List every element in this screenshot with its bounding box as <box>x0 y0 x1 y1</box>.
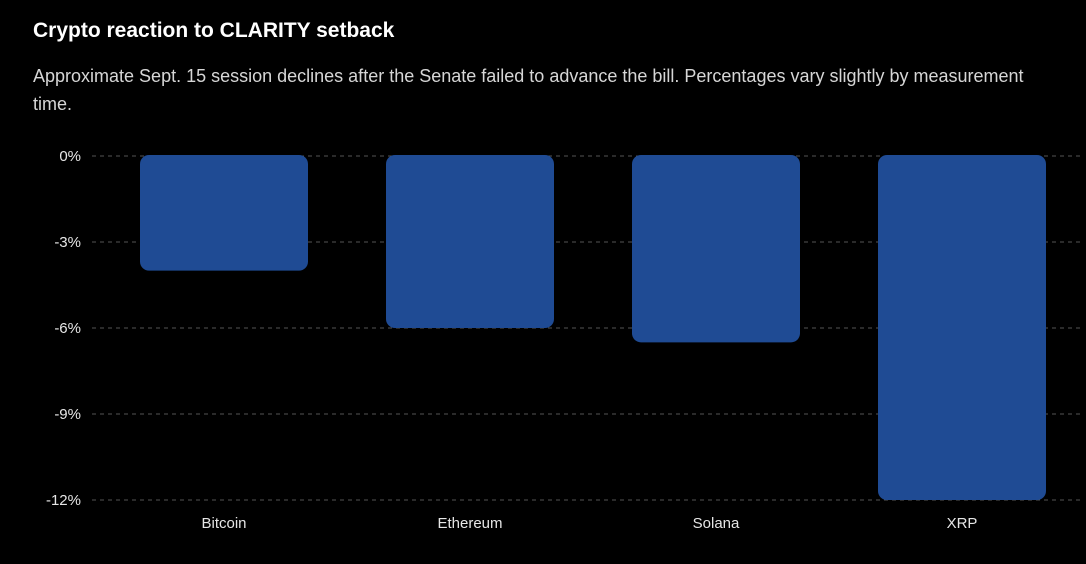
x-category-label: Ethereum <box>437 515 502 532</box>
bar-bitcoin <box>140 155 308 271</box>
x-category-label: Solana <box>693 515 740 532</box>
y-tick-label: -3% <box>54 234 81 251</box>
chart-subtitle: Approximate Sept. 15 session declines af… <box>33 66 1024 114</box>
bar-xrp <box>878 155 1046 500</box>
y-tick-label: -6% <box>54 320 81 337</box>
y-tick-label: 0% <box>59 148 81 165</box>
bar-ethereum <box>386 155 554 328</box>
bar-solana <box>632 155 800 343</box>
chart-title: Crypto reaction to CLARITY setback <box>33 19 395 42</box>
y-tick-label: -9% <box>54 406 81 423</box>
x-category-label: XRP <box>947 515 978 532</box>
y-tick-label: -12% <box>46 492 81 509</box>
x-category-label: Bitcoin <box>201 515 246 532</box>
